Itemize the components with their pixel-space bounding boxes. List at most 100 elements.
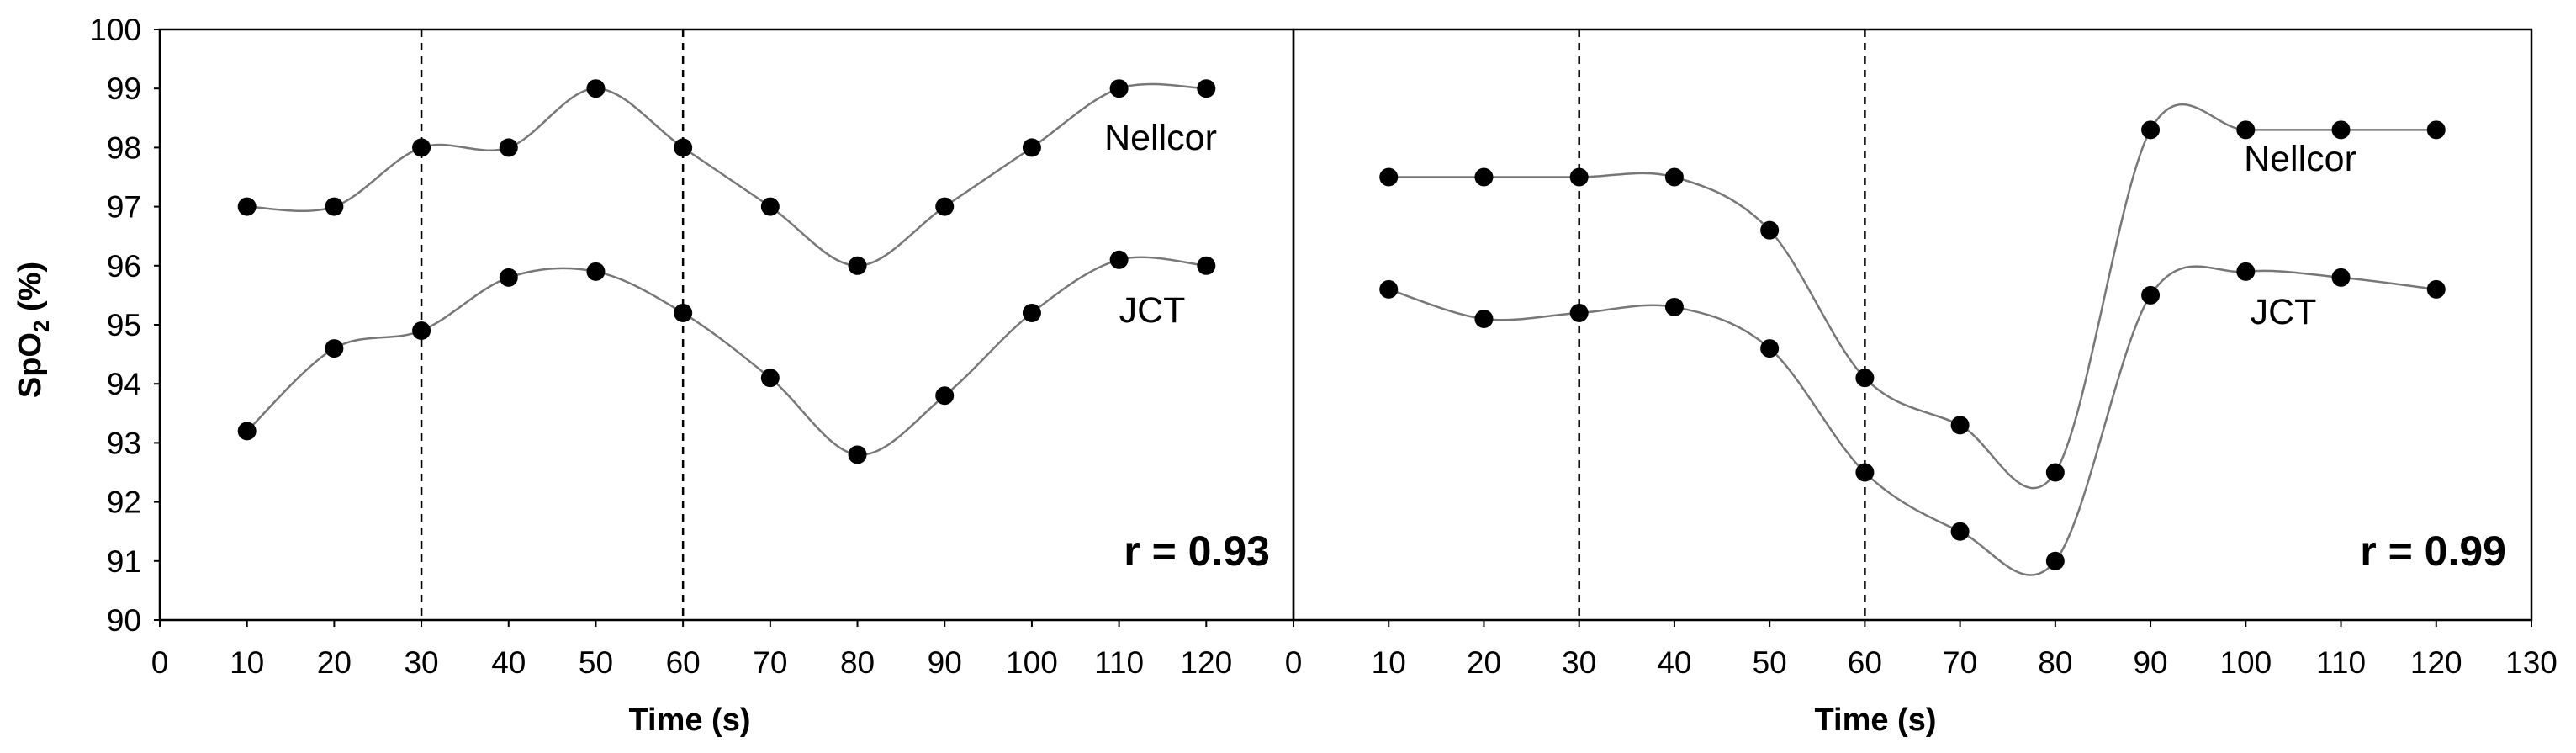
y-tick-label: 93 bbox=[107, 426, 141, 460]
data-point-nellcor bbox=[1664, 167, 1684, 187]
x-tick-label: 90 bbox=[2133, 645, 2167, 680]
series-line-nellcor bbox=[246, 82, 1207, 268]
y-axis-title-subscript: 2 bbox=[29, 321, 54, 332]
x-tick-label: 120 bbox=[2410, 645, 2462, 680]
correlation-annotation: r = 0.99 bbox=[2360, 528, 2506, 575]
y-tick-label: 95 bbox=[107, 308, 141, 342]
data-point-nellcor bbox=[1022, 138, 1041, 157]
x-tick-label: 70 bbox=[753, 645, 787, 680]
data-point-jct bbox=[2141, 285, 2161, 305]
data-point-jct bbox=[1474, 309, 1494, 328]
x-tick-label: 90 bbox=[928, 645, 962, 680]
data-point-nellcor bbox=[674, 138, 693, 157]
data-point-nellcor bbox=[1474, 167, 1494, 187]
x-axis-title: Time (s) bbox=[1814, 703, 1936, 738]
data-point-nellcor bbox=[586, 79, 606, 98]
chart-panel-right: 0 10 20 30 40 50 60 70 80 90 100 110 120 130 Time (s) N… bbox=[1285, 28, 2557, 738]
data-point-nellcor bbox=[848, 256, 867, 275]
data-point-nellcor bbox=[935, 197, 955, 216]
series-label-nellcor: Nellcor bbox=[2244, 139, 2356, 179]
y-tick-label: 94 bbox=[107, 367, 141, 401]
data-point-nellcor bbox=[2331, 120, 2351, 140]
data-point-nellcor bbox=[1760, 220, 1780, 240]
data-point-nellcor bbox=[1855, 369, 1875, 388]
data-point-jct bbox=[674, 303, 693, 322]
x-tick-label: 0 bbox=[1285, 645, 1303, 680]
y-axis-title-suffix: (%) bbox=[13, 262, 48, 321]
chart-panel-left: 0 10 20 30 40 50 60 70 80 90 100 110 120 Time (s) Nell… bbox=[151, 28, 1295, 738]
x-tick-label: 100 bbox=[1006, 645, 1058, 680]
x-tick-label: 40 bbox=[491, 645, 526, 680]
x-tick-label: 10 bbox=[1372, 645, 1406, 680]
data-point-jct bbox=[1379, 279, 1399, 299]
data-point-jct bbox=[935, 386, 955, 406]
data-point-jct bbox=[2426, 279, 2446, 299]
x-tick-label: 20 bbox=[1467, 645, 1501, 680]
data-point-jct bbox=[586, 262, 606, 281]
data-point-jct bbox=[499, 268, 518, 287]
x-tick-label: 80 bbox=[2038, 645, 2072, 680]
y-tick-label: 96 bbox=[107, 249, 141, 284]
x-tick-label: 110 bbox=[1094, 645, 1144, 680]
data-point-jct bbox=[1950, 522, 1970, 541]
data-point-nellcor bbox=[2045, 463, 2065, 482]
y-axis: 90 91 92 93 94 95 96 97 98 99 100 bbox=[89, 13, 160, 638]
x-tick-label: 0 bbox=[151, 645, 169, 680]
x-axis-title: Time (s) bbox=[628, 703, 750, 738]
data-point-nellcor bbox=[1109, 79, 1129, 98]
x-tick-label: 40 bbox=[1657, 645, 1691, 680]
x-tick-label: 30 bbox=[404, 645, 438, 680]
data-point-nellcor bbox=[1197, 79, 1216, 98]
data-point-nellcor bbox=[499, 138, 518, 157]
x-tick-label: 20 bbox=[317, 645, 352, 680]
series-label-jct: JCT bbox=[1119, 290, 1186, 331]
x-tick-label: 130 bbox=[2505, 645, 2557, 680]
x-tick-label: 80 bbox=[840, 645, 875, 680]
data-point-nellcor bbox=[1569, 167, 1589, 187]
data-point-jct bbox=[848, 445, 867, 464]
x-tick-label: 30 bbox=[1562, 645, 1596, 680]
plot-frame bbox=[1292, 28, 2533, 622]
series-label-jct: JCT bbox=[2251, 292, 2317, 332]
x-tick-label: 50 bbox=[1753, 645, 1787, 680]
x-tick-label: 50 bbox=[579, 645, 613, 680]
y-tick-label: 91 bbox=[107, 544, 141, 579]
data-point-jct bbox=[1855, 463, 1875, 482]
x-tick-label: 10 bbox=[230, 645, 264, 680]
x-tick-label: 100 bbox=[2219, 645, 2272, 680]
data-point-nellcor bbox=[1379, 167, 1399, 187]
y-tick-label: 97 bbox=[107, 190, 141, 225]
data-point-nellcor bbox=[760, 197, 780, 216]
y-tick-label: 100 bbox=[89, 13, 141, 47]
data-point-jct bbox=[2045, 551, 2065, 570]
series-label-nellcor: Nellcor bbox=[1104, 118, 1217, 158]
data-point-jct bbox=[1022, 303, 1041, 322]
data-point-jct bbox=[1664, 297, 1684, 316]
x-tick-label: 110 bbox=[2316, 645, 2366, 680]
y-tick-label: 98 bbox=[107, 130, 141, 165]
data-point-nellcor bbox=[412, 138, 431, 157]
data-point-jct bbox=[1197, 256, 1216, 275]
series-line-jct bbox=[246, 256, 1207, 456]
data-point-jct bbox=[1109, 250, 1129, 269]
data-point-nellcor bbox=[237, 197, 257, 216]
data-point-nellcor bbox=[325, 197, 344, 216]
data-point-jct bbox=[325, 339, 344, 358]
data-point-jct bbox=[412, 321, 431, 341]
data-point-nellcor bbox=[2426, 120, 2446, 140]
data-point-nellcor bbox=[2141, 120, 2161, 140]
y-tick-label: 99 bbox=[107, 72, 141, 106]
x-tick-label: 120 bbox=[1180, 645, 1232, 680]
y-axis-title-main: SpO bbox=[13, 332, 48, 398]
data-point-nellcor bbox=[1950, 416, 1970, 435]
data-point-nellcor bbox=[2236, 120, 2256, 140]
x-tick-label: 60 bbox=[666, 645, 701, 680]
y-axis-title: SpO2 (%) bbox=[13, 262, 54, 398]
data-point-jct bbox=[237, 422, 257, 441]
y-tick-label: 92 bbox=[107, 485, 141, 520]
data-point-jct bbox=[1569, 303, 1589, 322]
data-point-jct bbox=[2236, 262, 2256, 281]
correlation-annotation: r = 0.93 bbox=[1124, 528, 1270, 575]
x-tick-label: 70 bbox=[1943, 645, 1977, 680]
